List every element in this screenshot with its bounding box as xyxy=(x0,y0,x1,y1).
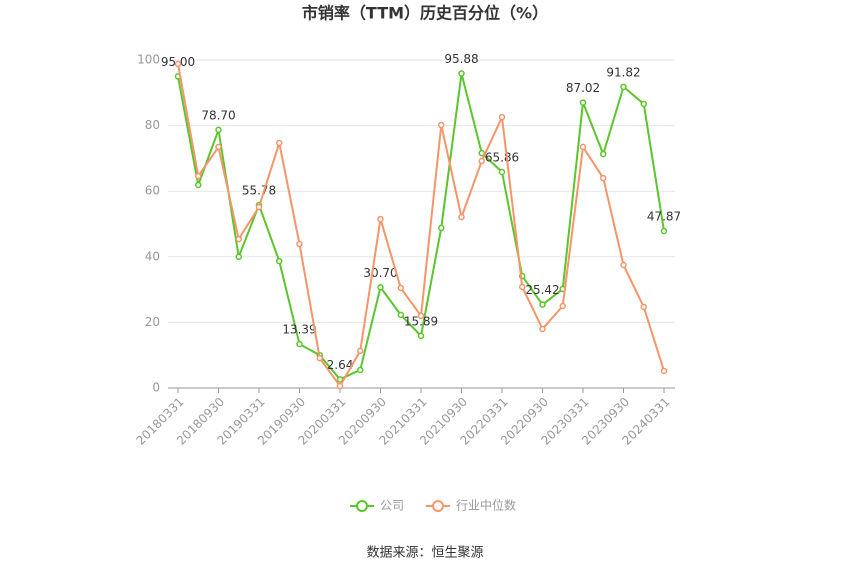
point xyxy=(660,227,668,235)
y-tick-label: 100 xyxy=(137,53,160,67)
point xyxy=(276,257,283,265)
point xyxy=(498,168,506,176)
point xyxy=(397,284,404,292)
point xyxy=(478,149,485,157)
point xyxy=(377,215,384,223)
point xyxy=(357,366,364,374)
point xyxy=(478,157,485,165)
y-tick-label: 80 xyxy=(145,118,160,132)
point xyxy=(276,139,283,147)
value-label: 95.88 xyxy=(444,52,478,66)
value-label: 55.78 xyxy=(242,184,276,198)
point xyxy=(255,203,263,211)
point xyxy=(620,83,627,91)
point xyxy=(195,172,202,180)
y-tick-label: 0 xyxy=(152,381,160,395)
source: 数据来源：恒生聚源 xyxy=(366,546,483,561)
value-label: 15.89 xyxy=(404,314,438,328)
point xyxy=(640,303,647,311)
value-label: 47.87 xyxy=(647,209,681,223)
point xyxy=(215,126,222,134)
point xyxy=(458,213,465,221)
point xyxy=(559,302,566,310)
legend-marker xyxy=(432,500,445,512)
point xyxy=(579,143,587,151)
point xyxy=(397,311,404,319)
value-label: 13.39 xyxy=(282,323,316,337)
point xyxy=(296,240,303,248)
point xyxy=(579,99,587,106)
y-tick-label: 60 xyxy=(145,184,160,198)
legend-label: 行业中位数 xyxy=(456,498,516,513)
point xyxy=(174,60,182,68)
point xyxy=(316,354,323,362)
point xyxy=(235,253,242,261)
value-label: 30.70 xyxy=(363,266,397,280)
point xyxy=(235,235,242,243)
value-label: 65.86 xyxy=(485,150,519,164)
chart-title: 市销率（TTM）历史百分位（%） xyxy=(302,4,548,23)
legend-label: 公司 xyxy=(380,499,404,513)
point xyxy=(336,382,344,390)
point xyxy=(336,376,344,383)
point xyxy=(357,347,364,355)
point xyxy=(377,284,384,291)
point xyxy=(498,113,506,121)
point xyxy=(438,121,445,129)
value-label: 91.82 xyxy=(606,65,640,79)
point xyxy=(620,261,627,269)
point xyxy=(600,174,607,182)
point xyxy=(417,312,425,320)
point xyxy=(215,143,222,151)
point xyxy=(600,150,607,158)
point xyxy=(417,332,425,340)
value-label: 78.70 xyxy=(201,108,235,122)
point xyxy=(296,340,303,348)
point xyxy=(539,325,546,333)
point xyxy=(458,70,465,77)
point xyxy=(195,181,202,189)
point xyxy=(539,301,546,308)
point xyxy=(640,100,647,108)
point xyxy=(660,367,668,375)
y-tick-label: 20 xyxy=(145,315,160,329)
value-label: 25.42 xyxy=(525,283,559,297)
value-label: 87.02 xyxy=(566,81,600,95)
legend-marker xyxy=(356,500,368,512)
value-label: 2.64 xyxy=(327,358,354,372)
point xyxy=(438,224,445,232)
point xyxy=(519,283,526,291)
y-tick-label: 40 xyxy=(145,249,160,263)
